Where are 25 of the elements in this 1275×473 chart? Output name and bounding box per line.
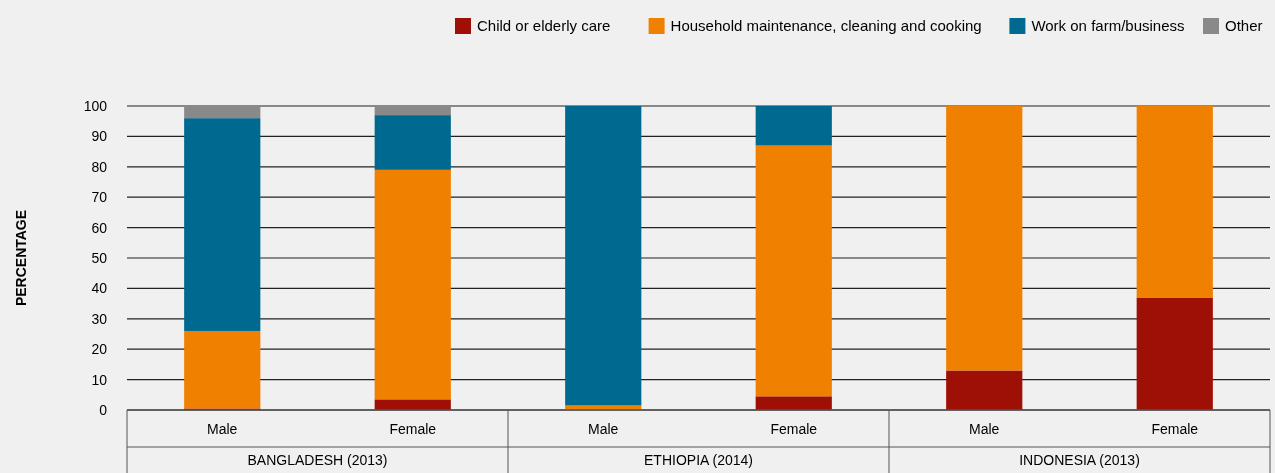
x-tick-label: Male [588,421,619,437]
y-tick-label: 50 [91,250,108,266]
x-tick-label: Female [389,421,437,437]
legend-label: Work on farm/business [1031,17,1185,34]
y-tick-label: 10 [91,371,108,388]
x-tick-label: Male [969,421,1000,437]
text: BANGLADESH (2013) [247,452,388,468]
y-tick-label: 60 [91,219,108,236]
x-tick-label: Female [770,421,818,437]
y-tick-label: 40 [91,280,108,297]
y-tick-label: 80 [91,158,108,175]
legend-label: Child or elderly care [477,17,611,34]
y-tick-label: 70 [91,189,108,206]
text: ETHIOPIA (2014) [644,452,753,468]
legend-label: Household maintenance, cleaning and cooking [670,17,982,34]
y-tick-label: 90 [91,128,108,145]
y-tick-label: 30 [91,310,108,327]
y-axis-title: PERCENTAGE [13,209,29,307]
y-tick-label: 0 [99,402,108,418]
x-tick-label: Male [207,421,238,437]
x-tick-label: Female [1151,421,1199,437]
legend-label: Other [1225,17,1263,34]
y-tick-label: 100 [83,98,108,114]
text: INDONESIA (2013) [1019,452,1140,468]
y-tick-label: 20 [91,341,108,358]
